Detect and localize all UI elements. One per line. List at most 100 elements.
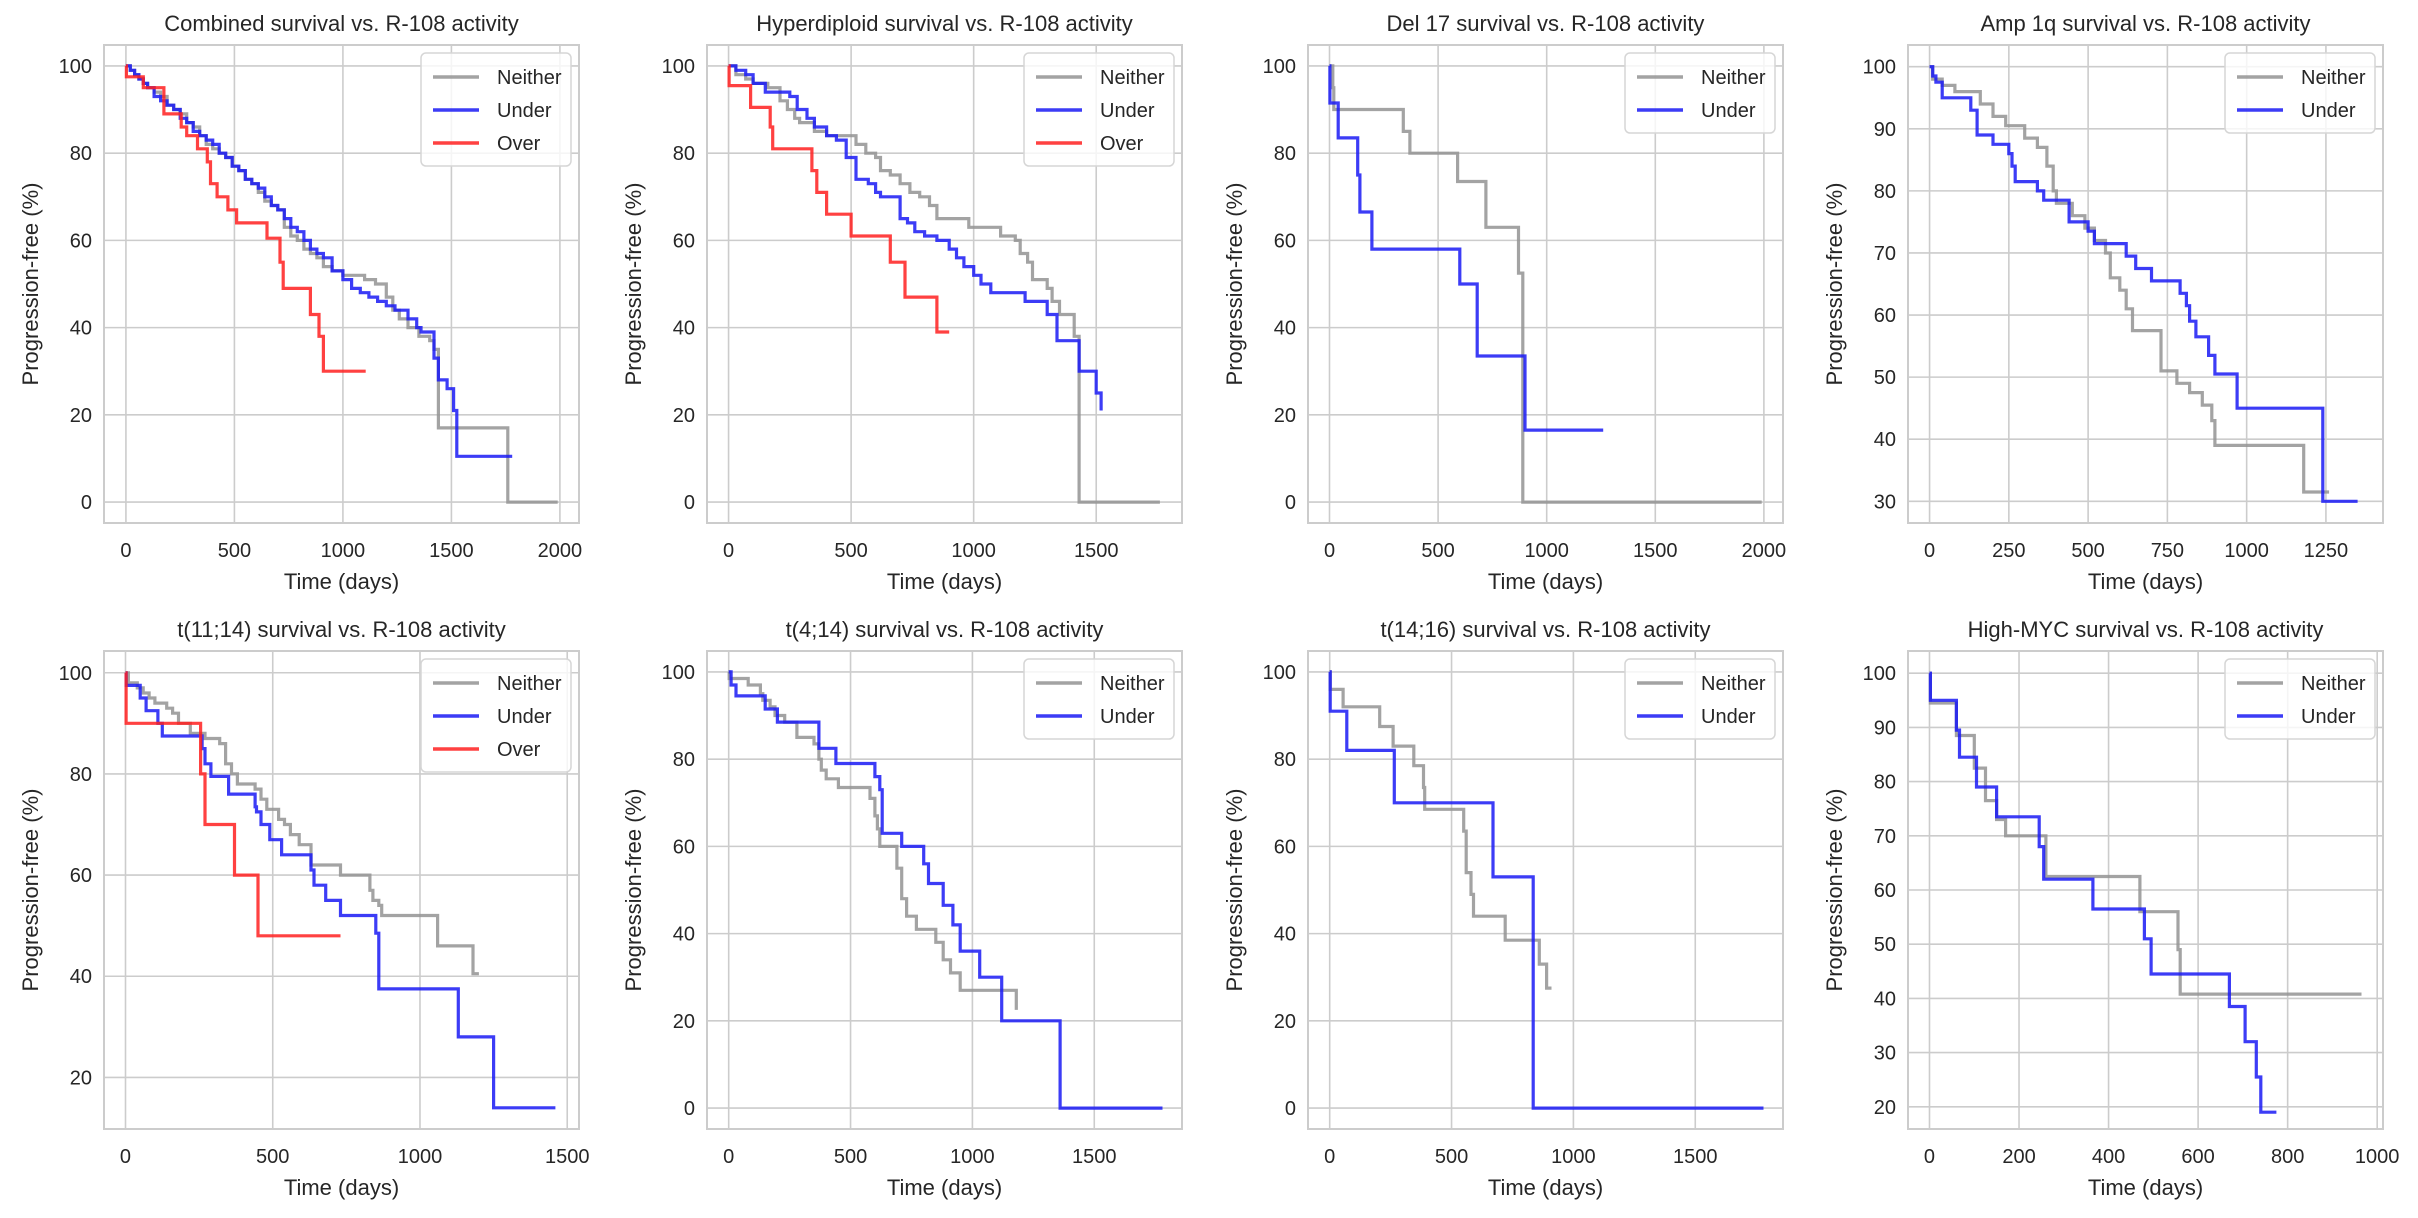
y-tick-label: 70 (1874, 826, 1896, 848)
legend-label-neither: Neither (1701, 67, 1766, 89)
legend-label-neither: Neither (1100, 673, 1165, 695)
y-tick-label: 60 (1274, 836, 1296, 858)
legend-label-under: Under (1100, 706, 1155, 728)
y-tick-label: 0 (81, 492, 92, 514)
y-axis-label: Progression-free (%) (1822, 789, 1847, 992)
axes-frame (1307, 650, 1784, 1130)
x-tick-label: 0 (120, 1146, 131, 1168)
y-tick-label: 40 (1874, 429, 1896, 451)
curve-neither (1929, 65, 2330, 494)
curve-under (124, 671, 556, 1110)
subplot-8: 0 200 400 600 800 1000 20 30 40 50 60 70 80 90 100 High… (1822, 617, 2399, 1200)
y-tick-label: 50 (1874, 367, 1896, 389)
x-tick-label: 400 (2092, 1146, 2125, 1168)
y-tick-label: 80 (673, 143, 695, 165)
x-tick-label: 500 (2071, 540, 2104, 562)
x-tick-label: 600 (2181, 1146, 2214, 1168)
x-tick-label: 1500 (1074, 540, 1119, 562)
y-axis-label: Progression-free (%) (621, 789, 646, 992)
x-tick-label: 800 (2271, 1146, 2304, 1168)
legend-label-under: Under (1701, 706, 1756, 728)
x-tick-label: 1000 (2355, 1146, 2400, 1168)
curve-under (1328, 64, 1604, 432)
curve-neither (125, 671, 479, 976)
y-tick-label: 60 (673, 230, 695, 252)
legend-box (1624, 658, 1776, 740)
x-tick-label: 1500 (545, 1146, 590, 1168)
y-tick-label: 40 (1874, 988, 1896, 1010)
y-tick-label: 20 (673, 405, 695, 427)
y-tick-label: 0 (684, 1098, 695, 1120)
x-axis-label: Time (days) (284, 569, 399, 594)
subplot-6: 0 500 1000 1500 0 20 40 60 80 100 t(4;14) survival… (621, 617, 1183, 1200)
legend-label-neither: Neither (1100, 67, 1165, 89)
x-axis-label: Time (days) (887, 569, 1002, 594)
x-tick-label: 1000 (1524, 540, 1569, 562)
subplot-title: Hyperdiploid survival vs. R-108 activity (756, 11, 1133, 36)
x-tick-label: 0 (1924, 1146, 1935, 1168)
legend-box (420, 52, 572, 167)
subplot-title: High-MYC survival vs. R-108 activity (1968, 617, 2324, 642)
y-tick-label: 60 (1874, 880, 1896, 902)
legend-label-over: Over (497, 133, 541, 155)
curve-under (125, 64, 513, 458)
x-tick-label: 250 (1992, 540, 2025, 562)
x-tick-label: 1000 (1551, 1146, 1596, 1168)
subplot-title: Amp 1q survival vs. R-108 activity (1980, 11, 2310, 36)
subplot-title: t(11;14) survival vs. R-108 activity (177, 617, 505, 642)
y-tick-label: 20 (70, 1067, 92, 1089)
y-tick-label: 80 (1274, 143, 1296, 165)
y-tick-label: 100 (59, 56, 92, 78)
y-tick-label: 20 (1274, 1011, 1296, 1033)
curve-neither (1328, 670, 1552, 990)
y-axis-label: Progression-free (%) (621, 183, 646, 386)
x-tick-label: 200 (2002, 1146, 2035, 1168)
y-tick-label: 50 (1874, 934, 1896, 956)
curve-over (124, 64, 366, 373)
curve-neither (728, 64, 1160, 504)
y-tick-label: 100 (59, 663, 92, 685)
legend-box (1624, 52, 1776, 134)
x-tick-label: 500 (218, 540, 251, 562)
x-tick-label: 0 (1924, 540, 1935, 562)
x-tick-label: 1500 (1673, 1146, 1718, 1168)
x-axis-label: Time (days) (2088, 569, 2203, 594)
x-tick-label: 1000 (398, 1146, 443, 1168)
legend: Neither Under (1023, 658, 1175, 740)
x-tick-label: 0 (1324, 540, 1335, 562)
subplot-title: t(14;16) survival vs. R-108 activity (1380, 617, 1710, 642)
axes-frame (706, 650, 1183, 1130)
y-tick-label: 80 (673, 749, 695, 771)
legend: Neither Under Over (420, 52, 572, 167)
y-axis-label: Progression-free (%) (1222, 183, 1247, 386)
x-tick-label: 1250 (2304, 540, 2349, 562)
x-tick-label: 500 (834, 1146, 867, 1168)
x-tick-label: 1500 (1633, 540, 1678, 562)
x-axis-label: Time (days) (2088, 1175, 2203, 1200)
y-tick-label: 40 (70, 318, 92, 340)
subplot-title: Del 17 survival vs. R-108 activity (1387, 11, 1705, 36)
legend: Neither Under (2224, 658, 2376, 740)
x-tick-label: 2000 (1742, 540, 1787, 562)
y-tick-label: 40 (673, 924, 695, 946)
x-tick-label: 500 (256, 1146, 289, 1168)
subplot-5: 0 500 1000 1500 20 40 60 80 100 t(11;14) survival… (18, 617, 589, 1200)
x-tick-label: 0 (723, 1146, 734, 1168)
legend-label-neither: Neither (497, 67, 562, 89)
y-tick-label: 20 (70, 405, 92, 427)
curve-under (728, 670, 1163, 1110)
legend-label-under: Under (2301, 706, 2356, 728)
y-tick-label: 100 (662, 56, 695, 78)
legend-label-under: Under (497, 100, 552, 122)
x-axis-label: Time (days) (1488, 1175, 1603, 1200)
legend-label-under: Under (2301, 100, 2356, 122)
legend: Neither Under Over (420, 658, 572, 773)
legend-box (420, 658, 572, 773)
curve-under (728, 64, 1103, 411)
legend-label-neither: Neither (1701, 673, 1766, 695)
y-tick-label: 80 (1874, 772, 1896, 794)
curve-neither (1329, 64, 1762, 504)
y-tick-label: 20 (1874, 1097, 1896, 1119)
y-axis-label: Progression-free (%) (1822, 183, 1847, 386)
